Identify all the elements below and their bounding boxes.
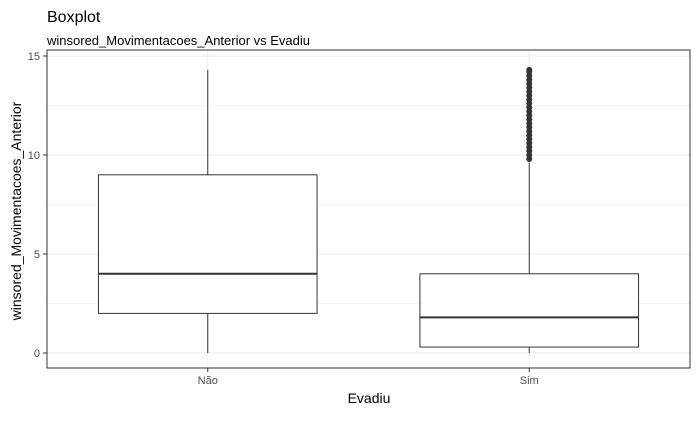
panel-border <box>46 49 691 369</box>
x-tick-label: Sim <box>520 375 539 387</box>
outlier-point <box>526 66 533 73</box>
y-tick-label: 15 <box>28 51 40 63</box>
chart-title: Boxplot <box>47 9 101 26</box>
y-axis-title: winsored_Movimentacoes_Anterior <box>8 101 24 321</box>
box-2 <box>419 66 640 353</box>
y-tick-label: 0 <box>34 348 40 360</box>
x-axis-title: Evadiu <box>348 390 391 406</box>
chart-subtitle: winsored_Movimentacoes_Anterior vs Evadi… <box>46 33 310 48</box>
boxes <box>97 66 640 353</box>
iqr-box <box>419 273 640 348</box>
x-tick-label: Não <box>198 375 218 387</box>
y-tick-label: 10 <box>28 150 40 162</box>
box-1 <box>97 69 318 353</box>
y-tick-label: 5 <box>34 249 40 261</box>
axes: 0 5 10 15 Não Sim <box>28 51 539 387</box>
iqr-box <box>97 174 318 314</box>
